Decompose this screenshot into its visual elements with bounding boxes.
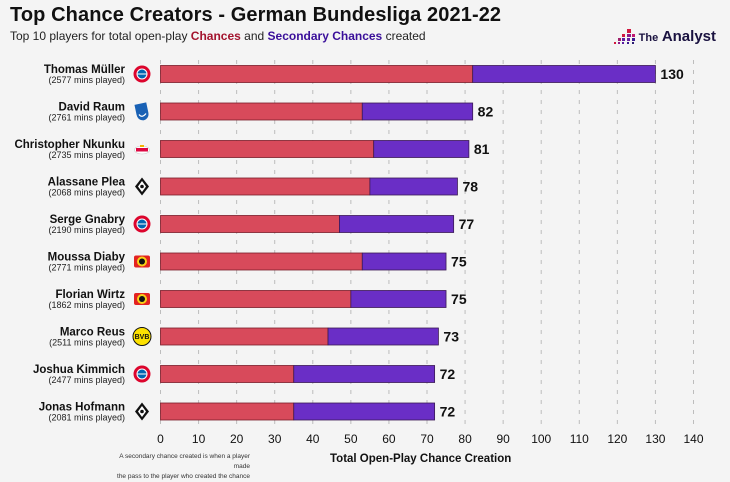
player-minutes: (2577 mins played) [48,75,125,85]
x-tick-label: 90 [496,432,510,446]
bar-secondary-chances [327,327,439,346]
total-value-label: 75 [451,254,467,270]
dortmund-logo-icon [132,327,152,346]
total-value-label: 72 [440,404,456,420]
leipzig-logo-bulls [136,148,148,152]
x-tick-label: 20 [230,432,244,446]
x-tick-label: 40 [306,432,320,446]
bar-chances [160,402,295,421]
logo-text: The Analyst [638,28,716,45]
x-tick-label: 0 [157,432,164,446]
player-minutes: (2190 mins played) [48,225,125,235]
x-tick-label: 110 [570,432,589,446]
chart-subtitle: Top 10 players for total open-play Chanc… [10,29,426,43]
player-name: Jonas Hofmann [39,402,125,414]
total-value-label: 73 [443,329,459,345]
chart-title: Top Chance Creators - German Bundesliga … [10,4,502,26]
player-minutes: (2771 mins played) [48,263,125,273]
bar-chances [160,140,375,158]
leverkusen-logo-center [139,296,145,302]
player-name: Christopher Nkunku [14,139,125,151]
analyst-logo-icon [613,28,635,44]
player-minutes: (1862 mins played) [48,300,125,310]
total-value-label: 75 [451,291,467,307]
player-name: Joshua Kimmich [33,364,125,376]
subtitle-prefix: Top 10 players for total open-play [10,29,191,43]
bar-secondary-chances [361,102,474,121]
bar-secondary-chances [339,215,455,233]
player-name: Florian Wirtz [55,289,125,301]
x-tick-label: 120 [607,432,627,446]
leverkusen-logo-center [139,258,145,265]
gladbach-logo-center [140,409,144,414]
bar-chances [160,365,295,383]
x-tick-label: 130 [645,432,665,446]
player-minutes: (2477 mins played) [48,375,125,385]
x-tick-label: 100 [531,432,551,446]
bar-secondary-chances [293,402,436,421]
bar-secondary-chances [293,365,436,383]
player-name: Serge Gnabry [50,214,126,226]
x-axis-label: Total Open-Play Chance Creation [330,453,512,465]
bar-chances [160,177,371,196]
x-tick-label: 30 [268,432,282,446]
player-minutes: (2081 mins played) [48,413,125,423]
total-value-label: 72 [440,366,456,382]
hoffenheim-logo-detail [138,113,147,117]
leipzig-logo-ball [140,145,144,147]
player-name: Thomas Müller [44,64,126,76]
total-value-label: 82 [478,104,494,120]
footnote: A secondary chance created is when a pla… [110,452,250,482]
bar-chances [160,102,363,121]
the-analyst-logo: The Analyst [613,28,716,45]
legend-secondary-chances: Secondary Chances [267,29,383,43]
total-value-label: 78 [462,179,478,195]
bar-chances [160,215,340,233]
gladbach-logo-center [140,184,144,189]
player-minutes: (2068 mins played) [48,188,125,198]
x-tick-label: 70 [420,432,434,446]
dortmund-logo-text: BVB [135,334,150,341]
x-tick-label: 60 [382,432,396,446]
x-tick-label: 80 [458,432,472,446]
player-name: Marco Reus [60,327,125,339]
bar-chances [160,252,363,271]
bar-secondary-chances [369,177,458,196]
player-name: David Raum [59,102,125,114]
legend-chances: Chances [190,29,241,43]
bar-chances [160,65,474,83]
bar-secondary-chances [361,252,447,271]
x-tick-label: 140 [683,432,703,446]
hoffenheim-logo-icon [134,102,149,121]
total-value-label: 81 [474,141,490,157]
x-tick-label: 10 [192,432,206,446]
bar-secondary-chances [373,140,470,158]
player-minutes: (2761 mins played) [48,113,125,123]
player-name: Moussa Diaby [48,252,126,264]
bar-chances [160,290,352,308]
total-value-label: 77 [459,216,475,232]
player-minutes: (2511 mins played) [49,338,125,348]
footnote-line-1: A secondary chance created is when a pla… [119,453,250,470]
bar-secondary-chances [350,290,447,308]
player-minutes: (2735 mins played) [48,150,125,160]
bar-secondary-chances [472,65,656,83]
total-value-label: 130 [660,66,684,82]
footnote-line-2: the pass to the player who created the c… [117,473,250,480]
x-tick-label: 50 [344,432,358,446]
player-name: Alassane Plea [48,177,126,189]
subtitle-suffix: created [382,29,426,43]
subtitle-mid: and [240,29,268,43]
bar-chances [160,327,329,346]
